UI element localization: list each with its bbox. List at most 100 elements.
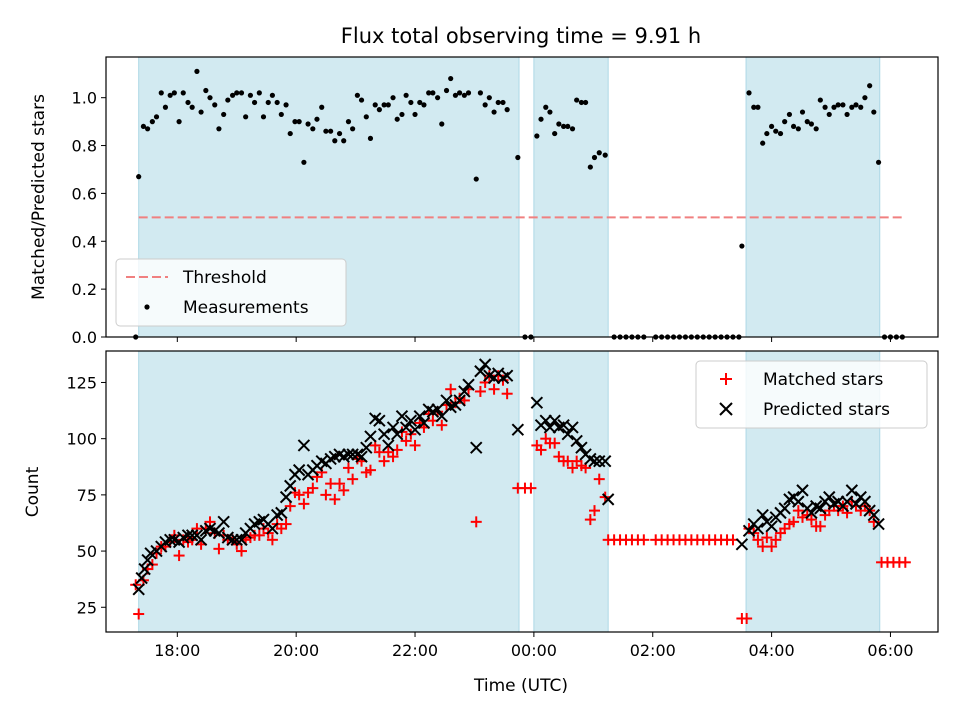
matched-star-marker — [130, 579, 142, 591]
measurement-point — [319, 104, 325, 110]
predicted-star-marker — [408, 423, 422, 436]
measurement-point — [385, 102, 391, 108]
measurement-point — [782, 119, 788, 125]
predicted-star-marker — [539, 414, 552, 427]
matched-star-marker — [342, 462, 354, 474]
predicted-star-marker — [395, 409, 409, 423]
measurement-point — [465, 90, 472, 96]
measurement-point — [198, 109, 204, 115]
predicted-star-marker — [796, 484, 809, 497]
predicted-star-marker — [292, 463, 306, 477]
predicted-star-marker — [845, 484, 859, 497]
measurement-point — [314, 116, 320, 122]
predicted-star-marker — [132, 583, 145, 596]
measurement-point — [817, 97, 823, 103]
measurement-point — [403, 92, 409, 98]
matched-star-marker — [589, 505, 601, 517]
measurement-point — [296, 119, 302, 125]
measurement-point — [354, 92, 360, 98]
predicted-star-marker — [530, 396, 544, 409]
x-axis-label: Time (UTC) — [473, 676, 568, 696]
matched-star-marker — [266, 534, 278, 546]
predicted-star-marker — [735, 538, 749, 551]
count-y-ticks: 25 50 75 100 125 — [66, 373, 106, 617]
predicted-star-marker — [346, 448, 359, 461]
measurement-point — [358, 97, 365, 103]
legend-measurements-swatch — [144, 304, 150, 310]
matched-star-marker — [761, 532, 773, 544]
predicted-star-marker — [217, 515, 230, 529]
matched-star-marker — [766, 541, 778, 553]
x-tick-label: 02:00 — [630, 641, 676, 660]
observing-window — [533, 56, 609, 338]
matched-star-marker — [280, 518, 292, 530]
measurement-point — [301, 159, 307, 165]
measurement-point — [341, 138, 347, 144]
measurement-point — [835, 102, 841, 108]
predicted-star-marker — [765, 520, 778, 533]
measurement-point — [491, 109, 497, 115]
predicted-star-marker — [453, 394, 466, 407]
matched-star-marker — [805, 514, 817, 526]
predicted-star-marker — [814, 502, 827, 515]
predicted-star-marker — [297, 439, 311, 452]
y-tick-label: 0.8 — [72, 137, 97, 156]
predicted-star-marker — [805, 506, 818, 520]
measurement-point — [265, 99, 271, 106]
matched-star-marker — [593, 473, 605, 485]
measurement-point — [813, 126, 819, 132]
measurement-point — [477, 90, 483, 96]
measurement-point — [461, 92, 467, 98]
measurement-point — [399, 111, 405, 118]
predicted-star-marker — [872, 517, 885, 531]
measurement-point — [278, 111, 284, 118]
measurement-point — [367, 135, 374, 141]
measurement-point — [569, 126, 576, 132]
measurement-point — [345, 119, 352, 125]
y-tick-label: 100 — [66, 430, 97, 449]
measurement-point — [412, 111, 418, 118]
matched-star-marker — [792, 505, 804, 517]
matched-star-marker — [535, 444, 547, 456]
measurement-point — [764, 130, 770, 137]
measurement-point — [534, 133, 540, 139]
matched-star-marker — [567, 462, 579, 474]
measurement-point — [283, 102, 289, 108]
x-tick-label: 22:00 — [392, 641, 438, 660]
measurement-point — [751, 104, 757, 110]
measurement-point — [443, 87, 450, 94]
matched-star-marker — [474, 385, 486, 397]
ratio-legend: Threshold Measurements — [115, 258, 347, 327]
ratio-y-axis-label: Matched/Predicted stars — [29, 94, 49, 300]
measurement-point — [287, 130, 293, 137]
measurement-point — [547, 109, 553, 115]
matched-star-marker — [445, 383, 457, 395]
counts-panel: 25 50 75 100 125 18:00 20:00 22:00 00:00 02:00 04… — [23, 350, 939, 696]
measurement-point — [225, 97, 231, 103]
matched-star-marker — [470, 516, 482, 528]
measurement-point — [574, 97, 580, 103]
ratio-x-ticks — [176, 337, 891, 342]
x-tick-label: 04:00 — [749, 641, 795, 660]
measurement-point — [203, 87, 209, 94]
measurement-point — [875, 159, 882, 165]
measurement-point — [858, 104, 864, 110]
ratio-panel: 0.0 0.2 0.4 0.6 0.8 1.0 Matched/Predicted sta… — [29, 56, 939, 347]
predicted-star-marker — [135, 571, 148, 585]
measurement-point — [849, 104, 855, 110]
y-tick-label: 50 — [77, 542, 97, 561]
measurement-point — [495, 99, 501, 106]
predicted-star-points — [132, 358, 885, 596]
measurement-point — [251, 99, 258, 106]
predicted-star-marker — [284, 479, 297, 493]
predicted-star-marker — [138, 562, 151, 576]
measurement-point — [305, 121, 311, 127]
y-tick-label: 0.0 — [72, 328, 97, 347]
measurement-point — [552, 130, 558, 137]
measurement-point — [140, 123, 147, 130]
predicted-star-marker — [792, 495, 805, 508]
measurement-point — [591, 154, 598, 161]
measurement-point — [194, 68, 200, 74]
measurement-point — [207, 95, 213, 101]
matched-star-marker — [298, 498, 310, 510]
